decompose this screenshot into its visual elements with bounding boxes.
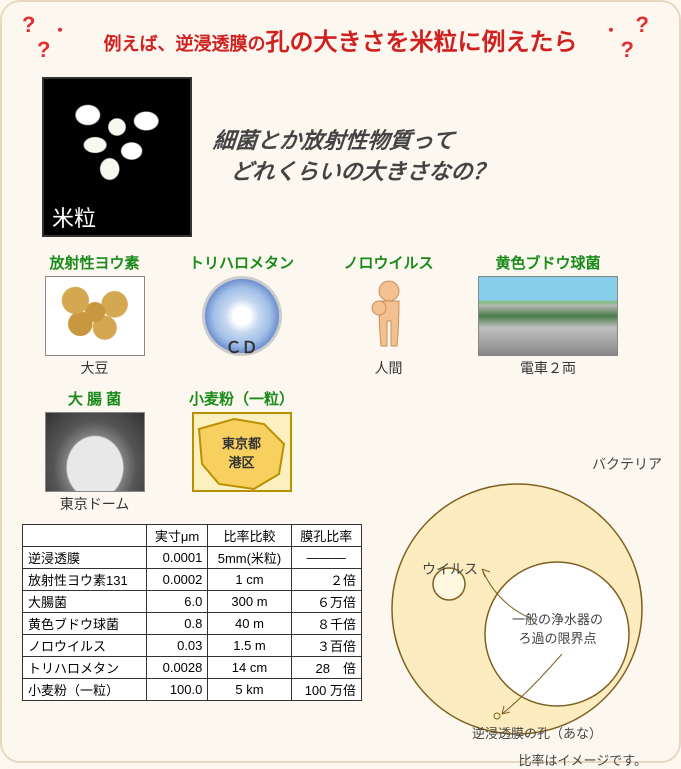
- soybean-image: [45, 276, 145, 356]
- bacteria-label: バクテリア: [592, 454, 662, 474]
- item-flour: 小麦粉（一粒） 東京都 港区: [174, 388, 309, 514]
- item-trihalomethane: トリハロメタン ＣＤ: [174, 252, 309, 378]
- items-row-1: 放射性ヨウ素 大豆 トリハロメタン ＣＤ ノロウイルス 人間 黄色ブドウ球菌 電…: [2, 247, 679, 383]
- comparison-table: 実寸μm 比率比較 膜孔比率 逆浸透膜0.00015mm(米粒)――― 放射性ヨ…: [22, 524, 362, 764]
- question-mark-icon: ・: [52, 17, 68, 41]
- question-mark-icon: ?: [621, 37, 634, 63]
- filter-limit-label: 一般の浄水器の ろ過の限界点: [512, 609, 603, 647]
- item-norovirus: ノロウイルス 人間: [321, 252, 456, 378]
- cd-image: ＣＤ: [202, 276, 282, 356]
- header: ? ? ・ ? ? ・ 例えば、逆浸透膜の孔の大きさを米粒に例えたら: [2, 2, 679, 67]
- human-image: [339, 276, 439, 356]
- question-mark-icon: ?: [636, 12, 649, 38]
- train-image: [478, 276, 618, 356]
- rice-image: [44, 79, 190, 199]
- item-ecoli: 大 腸 菌 東京ドーム: [27, 388, 162, 514]
- virus-label: ウイルス: [422, 559, 478, 579]
- question-text: 細菌とか放射性物質って どれくらいの大きさなの？: [209, 126, 498, 188]
- rice-section: 米粒 細菌とか放射性物質って どれくらいの大きさなの？: [2, 67, 679, 247]
- dome-image: [45, 412, 145, 492]
- ro-pore-label: 逆浸透膜の孔（あな）: [472, 723, 602, 742]
- question-mark-icon: ・: [603, 17, 619, 41]
- size-diagram: バクテリア ウイルス 一般の浄水器の ろ過の限界点 逆浸透膜の孔（あな） 比率は…: [377, 454, 667, 764]
- page-title: 例えば、逆浸透膜の孔の大きさを米粒に例えたら: [42, 22, 639, 57]
- question-mark-icon: ?: [22, 12, 35, 38]
- item-staph: 黄色ブドウ球菌 電車２両: [468, 252, 628, 378]
- diagram-note: 比率はイメージです。: [519, 750, 647, 769]
- rice-label: 米粒: [44, 199, 190, 235]
- rice-box: 米粒: [42, 77, 192, 237]
- item-iodine: 放射性ヨウ素 大豆: [27, 252, 162, 378]
- flour-image: 東京都 港区: [192, 412, 292, 492]
- bottom-section: 実寸μm 比率比較 膜孔比率 逆浸透膜0.00015mm(米粒)――― 放射性ヨ…: [2, 519, 679, 769]
- question-mark-icon: ?: [37, 37, 50, 63]
